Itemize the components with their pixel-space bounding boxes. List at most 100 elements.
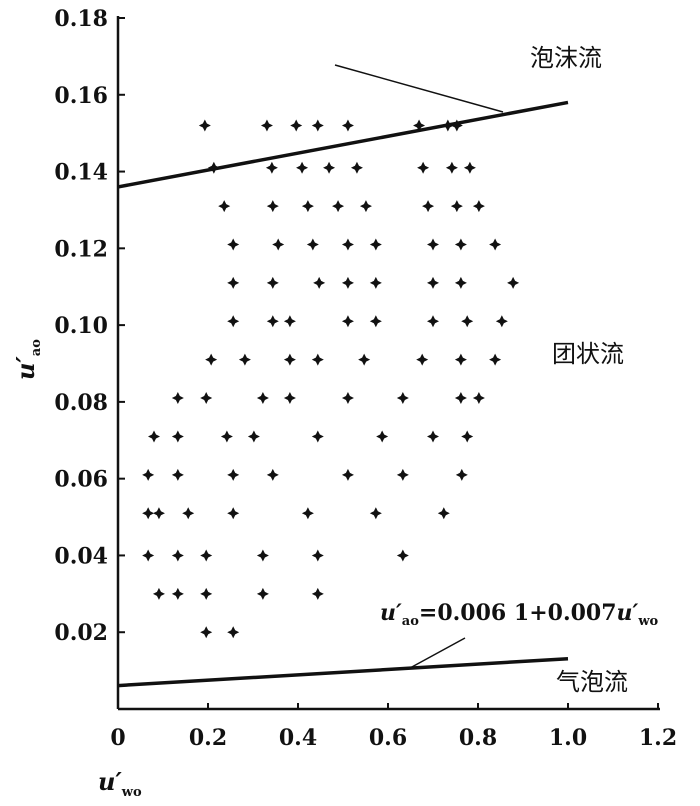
data-point bbox=[461, 315, 474, 328]
x-tick-label: 1.0 bbox=[549, 725, 587, 751]
data-point bbox=[306, 238, 319, 251]
data-point bbox=[369, 507, 382, 520]
data-point bbox=[256, 392, 269, 405]
bubble-boundary-line bbox=[117, 656, 569, 688]
y-axis-label: u′ao bbox=[11, 339, 44, 380]
x-tick-label: 0 bbox=[110, 725, 125, 751]
equation-leader-line bbox=[409, 637, 466, 669]
data-point bbox=[341, 276, 354, 289]
data-point bbox=[422, 200, 435, 213]
data-point bbox=[463, 161, 476, 174]
x-label-sub: wo bbox=[121, 785, 142, 800]
y-tick-label: 0.06 bbox=[54, 467, 108, 493]
data-point bbox=[227, 276, 240, 289]
data-point bbox=[266, 200, 279, 213]
data-point bbox=[311, 119, 324, 132]
data-point bbox=[445, 161, 458, 174]
foam-boundary-line bbox=[117, 100, 569, 189]
data-point bbox=[396, 468, 409, 481]
data-point bbox=[227, 238, 240, 251]
data-point bbox=[182, 507, 195, 520]
data-point bbox=[396, 392, 409, 405]
data-point bbox=[341, 238, 354, 251]
data-point bbox=[323, 161, 336, 174]
data-point bbox=[489, 238, 502, 251]
data-point bbox=[148, 430, 160, 443]
data-point bbox=[450, 119, 463, 132]
data-point bbox=[301, 507, 314, 520]
x-axis-label: u′wo bbox=[98, 767, 142, 800]
data-point bbox=[489, 353, 502, 366]
data-point bbox=[437, 507, 450, 520]
x-tick-label: 0.2 bbox=[189, 725, 227, 751]
data-point bbox=[198, 119, 211, 132]
data-point bbox=[283, 315, 296, 328]
data-point bbox=[227, 507, 240, 520]
data-point bbox=[454, 238, 467, 251]
data-point bbox=[142, 468, 155, 481]
data-point bbox=[450, 200, 463, 213]
data-point bbox=[260, 119, 273, 132]
y-tick-label: 0.18 bbox=[54, 6, 108, 32]
data-point bbox=[417, 161, 430, 174]
y-tick-label: 0.14 bbox=[54, 160, 108, 186]
foam-leader-line bbox=[334, 64, 504, 113]
data-point bbox=[341, 315, 354, 328]
data-point bbox=[152, 587, 165, 600]
data-point bbox=[341, 119, 354, 132]
data-point bbox=[283, 392, 296, 405]
data-point bbox=[283, 353, 296, 366]
data-point bbox=[311, 430, 324, 443]
y-tick-label: 0.10 bbox=[54, 313, 108, 339]
data-point bbox=[454, 353, 467, 366]
eq-var-2: u′ bbox=[617, 600, 639, 626]
data-point bbox=[301, 200, 314, 213]
data-point bbox=[495, 315, 508, 328]
foam-flow-label: 泡沫流 bbox=[530, 44, 602, 72]
data-point bbox=[238, 353, 251, 366]
eq-sub-2: wo bbox=[637, 614, 658, 629]
data-point bbox=[265, 161, 278, 174]
data-point bbox=[472, 200, 485, 213]
data-point bbox=[369, 276, 382, 289]
data-point bbox=[507, 276, 520, 289]
data-point bbox=[416, 353, 429, 366]
data-point bbox=[332, 200, 345, 213]
y-tick-label: 0.02 bbox=[54, 620, 108, 646]
data-point bbox=[200, 587, 213, 600]
bubble-flow-label: 气泡流 bbox=[556, 668, 628, 696]
data-point bbox=[256, 587, 269, 600]
data-point bbox=[461, 430, 474, 443]
data-point bbox=[205, 353, 218, 366]
data-point bbox=[441, 119, 454, 132]
data-point bbox=[171, 430, 184, 443]
data-point bbox=[220, 430, 233, 443]
y-tick-label: 0.08 bbox=[54, 390, 108, 416]
x-tick-label: 0.6 bbox=[369, 725, 407, 751]
data-point bbox=[350, 161, 363, 174]
data-point bbox=[171, 587, 184, 600]
equation-label: u′ao=0.006 1+0.007u′wo bbox=[380, 600, 659, 629]
y-tick-label: 0.12 bbox=[54, 236, 108, 262]
y-tick-label: 0.04 bbox=[54, 543, 108, 569]
data-point bbox=[311, 587, 324, 600]
data-point bbox=[455, 468, 468, 481]
data-point bbox=[227, 626, 240, 639]
data-point bbox=[272, 238, 285, 251]
data-point bbox=[266, 276, 279, 289]
eq-sub-1: ao bbox=[402, 614, 419, 629]
data-point bbox=[376, 430, 389, 443]
data-point bbox=[218, 200, 231, 213]
data-point bbox=[227, 468, 240, 481]
data-point bbox=[200, 549, 213, 562]
x-tick-label: 1.2 bbox=[639, 725, 677, 751]
data-point bbox=[207, 161, 220, 174]
data-point bbox=[472, 392, 485, 405]
data-point bbox=[369, 315, 382, 328]
data-point bbox=[200, 392, 213, 405]
data-point bbox=[454, 276, 467, 289]
x-label-main: u′ bbox=[98, 767, 122, 796]
data-point bbox=[290, 119, 303, 132]
data-point bbox=[359, 200, 372, 213]
